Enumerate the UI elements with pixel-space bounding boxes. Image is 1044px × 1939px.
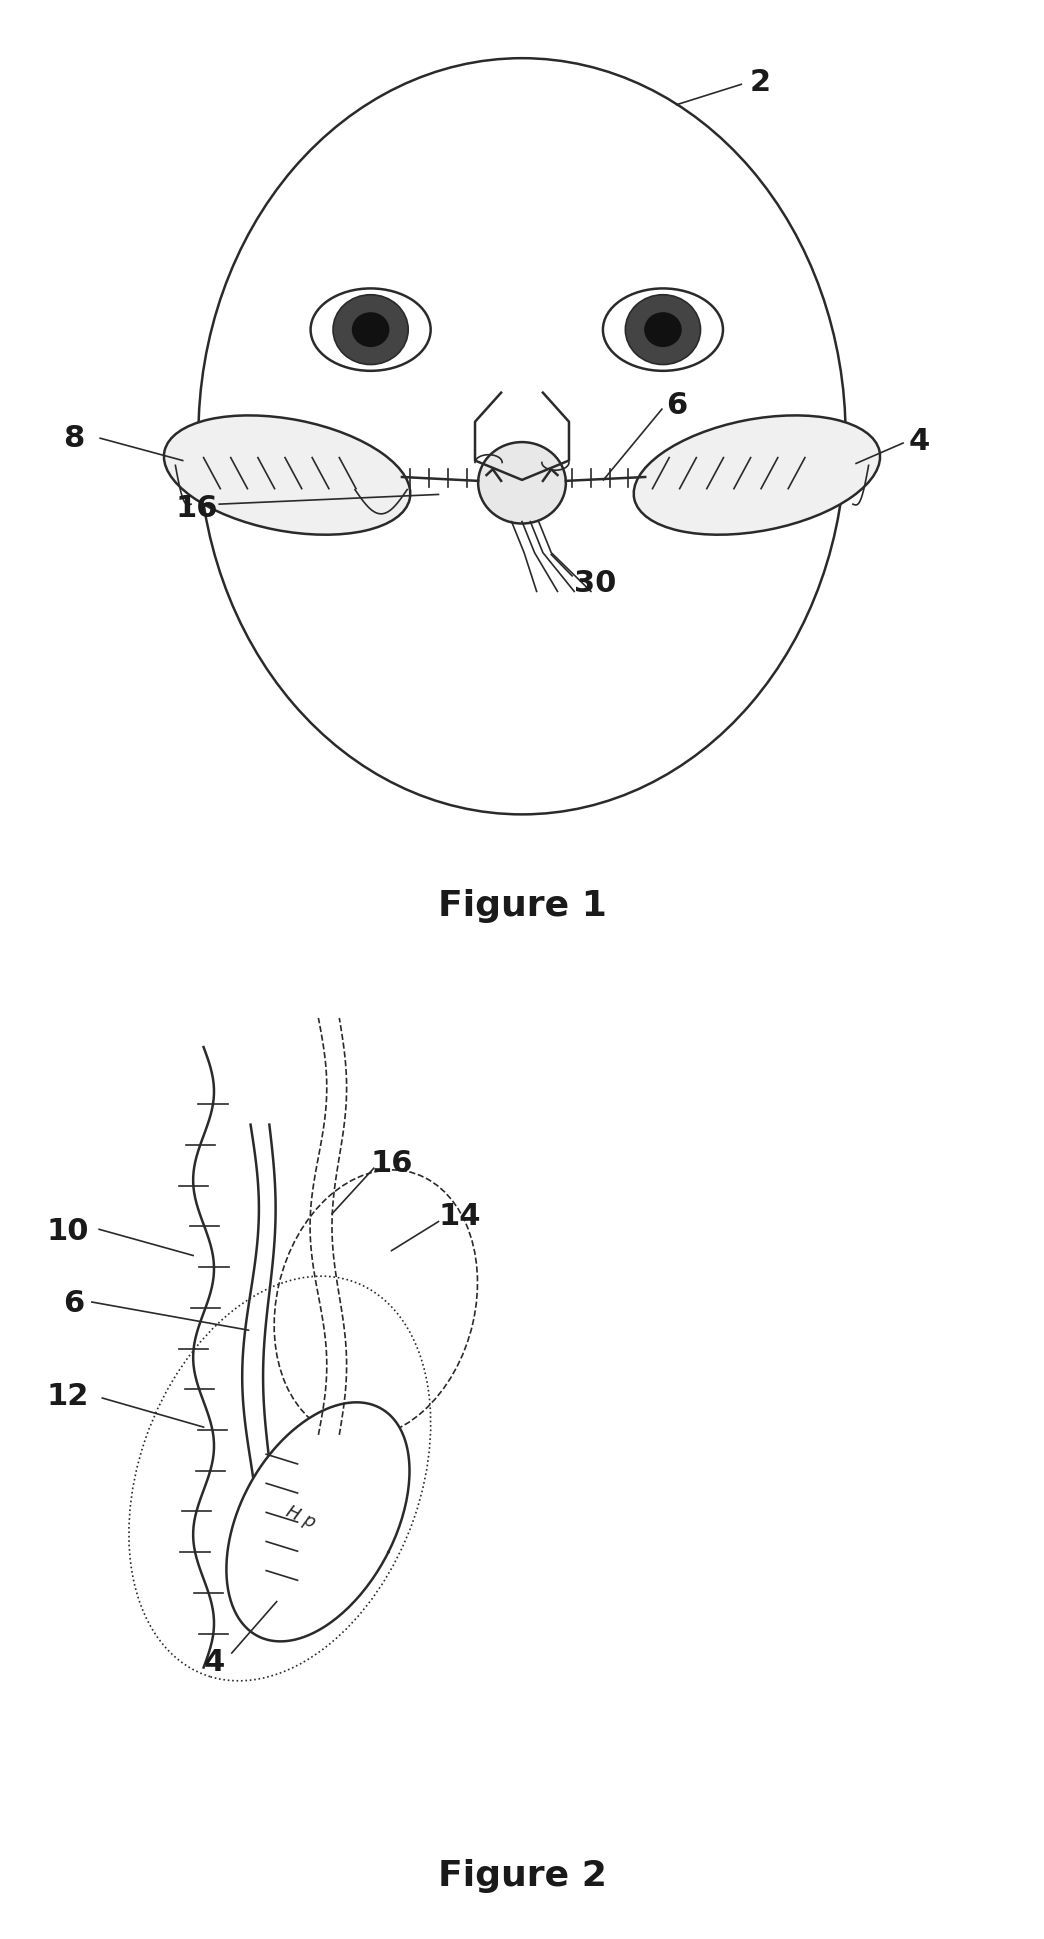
Circle shape	[625, 295, 701, 365]
Ellipse shape	[164, 415, 410, 535]
Text: 4: 4	[204, 1648, 224, 1677]
Text: 4: 4	[908, 427, 929, 456]
Circle shape	[333, 295, 408, 365]
Circle shape	[352, 312, 389, 347]
Text: H p: H p	[283, 1503, 318, 1532]
Polygon shape	[227, 1402, 409, 1642]
Text: 2: 2	[750, 68, 770, 97]
Text: 14: 14	[438, 1202, 481, 1231]
Ellipse shape	[311, 289, 430, 370]
Ellipse shape	[634, 415, 880, 535]
Text: 16: 16	[371, 1150, 413, 1177]
Text: 16: 16	[175, 494, 218, 524]
Text: 10: 10	[47, 1218, 90, 1245]
Text: 30: 30	[574, 570, 617, 597]
Ellipse shape	[603, 289, 722, 370]
Text: 6: 6	[63, 1289, 84, 1319]
Circle shape	[644, 312, 682, 347]
Text: Figure 1: Figure 1	[437, 890, 607, 923]
Text: Figure 2: Figure 2	[437, 1860, 607, 1892]
Circle shape	[478, 442, 566, 524]
Text: 8: 8	[63, 425, 84, 452]
Text: 6: 6	[666, 392, 687, 419]
Text: 12: 12	[47, 1383, 90, 1410]
